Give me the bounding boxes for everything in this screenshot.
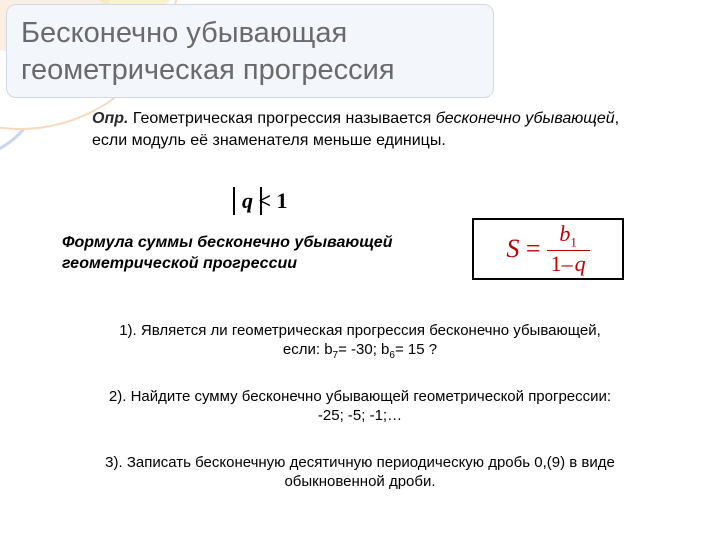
definition-italic: бесконечно убывающей	[436, 110, 615, 127]
sum-num-sub: 1	[570, 234, 577, 249]
sum-eq-sign: =	[519, 234, 540, 263]
q3-line1: 3). Записать бесконечную десятичную пери…	[40, 454, 680, 471]
sum-den-q: q	[575, 251, 586, 276]
definition-text: Опр. Геометрическая прогрессия называетс…	[92, 108, 652, 151]
q1-l2-pre: если: b	[283, 341, 333, 358]
title-panel: Бесконечно убывающая геометрическая прог…	[6, 4, 494, 98]
sum-den-minus: –	[562, 251, 575, 276]
q1-l2-post: = 15 ?	[395, 341, 437, 358]
q2-line2: -25; -5; -1;…	[40, 407, 680, 424]
q-relation: < 1	[253, 188, 288, 213]
q2-line1: 2). Найдите сумму бесконечно убывающей г…	[40, 388, 680, 405]
sum-formula: S = b1 1–q	[506, 223, 589, 275]
sum-formula-box: S = b1 1–q	[472, 218, 624, 280]
q1-l2-mid: = -30; b	[338, 341, 389, 358]
q3-line2: обыкновенной дроби.	[40, 473, 680, 490]
definition-opr: Опр.	[92, 110, 128, 127]
definition-part1: Геометрическая прогрессия называется	[128, 110, 435, 127]
q1-line1: 1). Является ли геометрическая прогресси…	[40, 322, 680, 339]
q-var: q	[242, 188, 253, 213]
sum-num-b: b	[559, 221, 570, 246]
sum-formula-label: Формула суммы бесконечно убывающей геоме…	[62, 233, 452, 275]
question-2: 2). Найдите сумму бесконечно убывающей г…	[40, 386, 680, 426]
sum-S: S	[506, 234, 519, 263]
question-3: 3). Записать бесконечную десятичную пери…	[40, 452, 680, 492]
q1-line2: если: b7= -30; b6= 15 ?	[40, 341, 680, 361]
q-condition-formula: q < 1	[242, 188, 288, 214]
question-1: 1). Является ли геометрическая прогресси…	[40, 320, 680, 363]
sum-den-1: 1	[551, 251, 562, 276]
slide-title: Бесконечно убывающая геометрическая прог…	[21, 15, 477, 89]
